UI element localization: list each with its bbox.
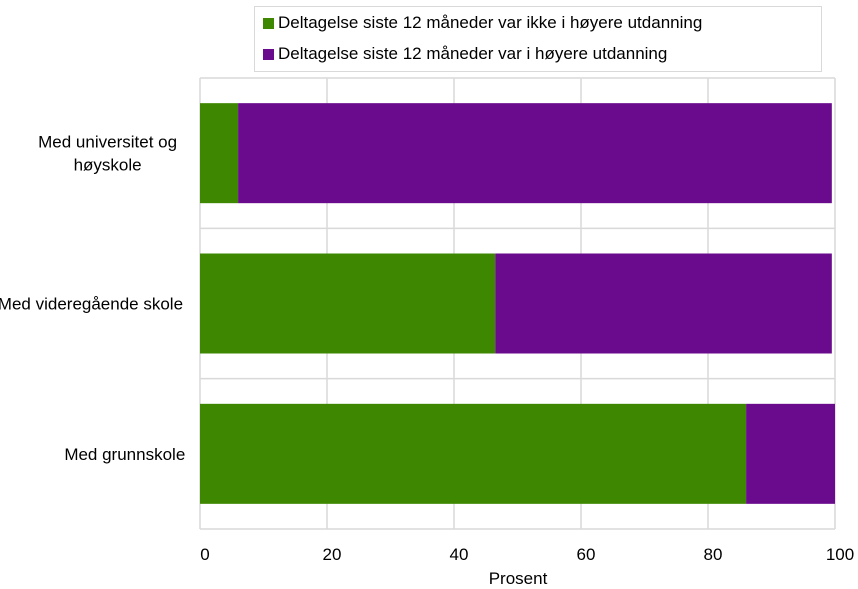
- category-label-1: Med videregående skole: [0, 295, 183, 314]
- x-axis-label: Prosent: [489, 569, 548, 588]
- bar-higher-education-0: [238, 103, 832, 204]
- x-tick-labels: 0 20 40 60 80 100: [200, 545, 854, 564]
- x-tick-label-20: 20: [323, 545, 342, 564]
- x-tick-label-40: 40: [450, 545, 469, 564]
- bar-higher-education-1: [495, 253, 832, 354]
- bar-not-higher-education-1: [200, 253, 496, 354]
- bar-higher-education-2: [746, 403, 835, 504]
- category-label-2: Med grunnskole: [64, 445, 185, 464]
- legend: Deltagelse siste 12 måneder var ikke i h…: [254, 6, 822, 72]
- legend-item-not-higher-education: Deltagelse siste 12 måneder var ikke i h…: [263, 12, 702, 34]
- category-labels: Med universitet og høyskole Med videregåen…: [0, 133, 185, 464]
- bar-not-higher-education-0: [200, 103, 239, 204]
- x-tick-label-80: 80: [704, 545, 723, 564]
- x-tick-label-60: 60: [577, 545, 596, 564]
- legend-swatch-higher-education: [263, 48, 274, 60]
- legend-label-not-higher-education: Deltagelse siste 12 måneder var ikke i h…: [278, 13, 703, 32]
- x-tick-label-0: 0: [200, 545, 209, 564]
- bar-not-higher-education-2: [200, 403, 747, 504]
- bars: [200, 103, 835, 504]
- legend-swatch-not-higher-education: [263, 17, 274, 29]
- legend-label-higher-education: Deltagelse siste 12 måneder var i høyere…: [278, 44, 668, 63]
- category-label-0: Med universitet og høyskole: [38, 133, 177, 175]
- legend-item-higher-education: Deltagelse siste 12 måneder var i høyere…: [263, 43, 667, 65]
- x-tick-label-100: 100: [826, 545, 854, 564]
